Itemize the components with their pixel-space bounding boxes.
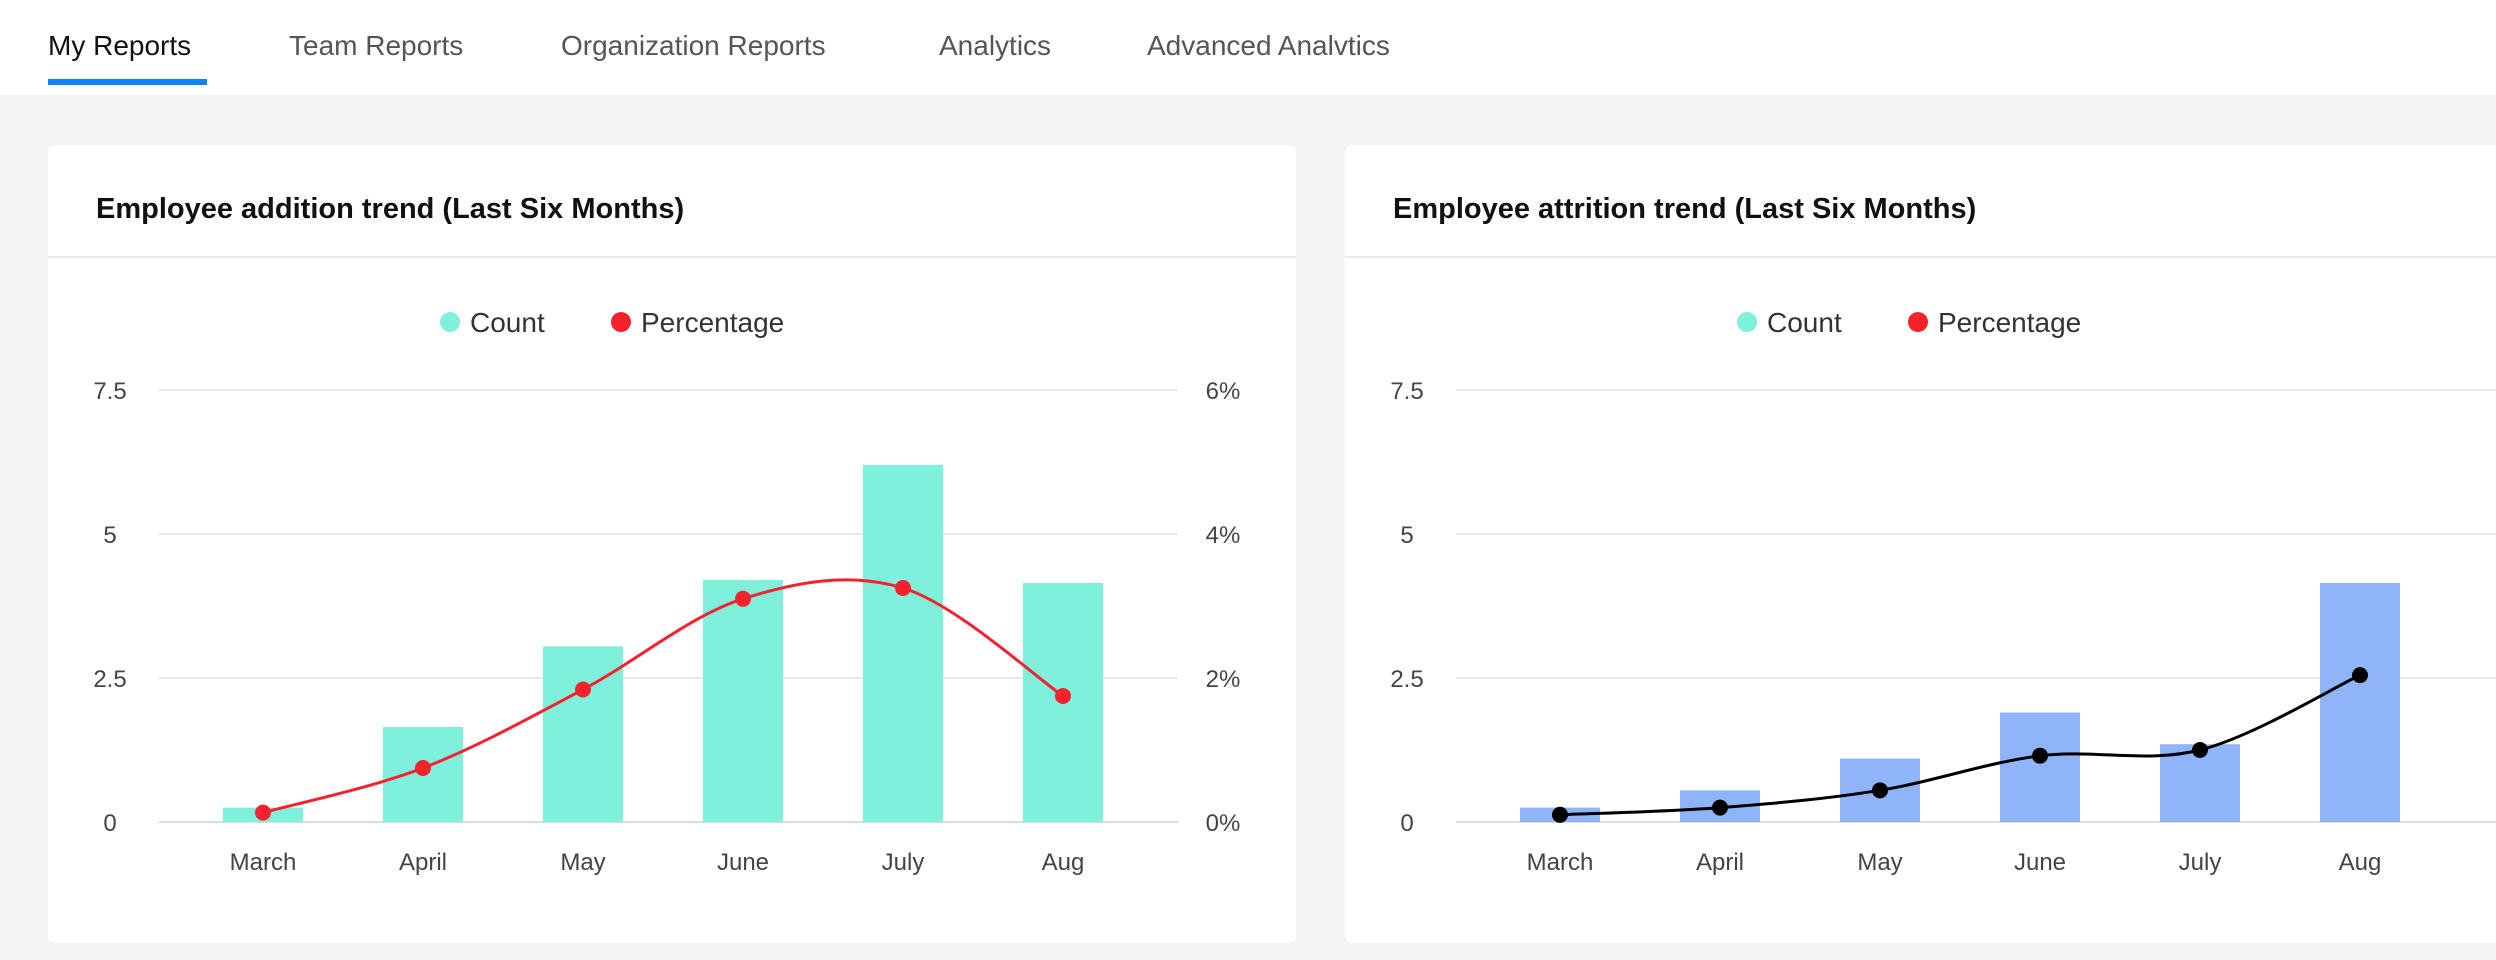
employee-attrition-card: Employee attrition trend (Last Six Month… xyxy=(1345,145,2496,943)
percentage-point-may[interactable] xyxy=(575,681,591,698)
bar-july[interactable] xyxy=(863,464,943,822)
y-tick-label: 2.5 xyxy=(93,666,126,693)
card-title: Employee attrition trend (Last Six Month… xyxy=(1393,193,1977,225)
y2-tick-label: 0% xyxy=(1206,810,1241,837)
legend-count-label[interactable]: Count xyxy=(470,307,545,338)
y-tick-label: 0 xyxy=(103,810,116,837)
tab-analytics[interactable]: Analytics xyxy=(939,30,1052,61)
legend-percentage-label[interactable]: Percentage xyxy=(641,307,784,338)
card-title: Employee addition trend (Last Six Months… xyxy=(96,193,685,225)
x-tick-label: March xyxy=(230,849,297,876)
y-tick-label: 0 xyxy=(1400,810,1413,837)
bar-aug[interactable] xyxy=(2320,582,2400,822)
percentage-point-aug[interactable] xyxy=(2352,667,2368,684)
divider xyxy=(1345,256,2496,258)
tab-team-reports[interactable]: Team Reports xyxy=(289,30,464,61)
y2-tick-label: 6% xyxy=(1206,378,1241,405)
percentage-point-june[interactable] xyxy=(735,590,751,607)
bar-june[interactable] xyxy=(703,580,783,822)
y-tick-label: 2.5 xyxy=(1390,666,1423,693)
percentage-point-march[interactable] xyxy=(255,804,271,821)
y-tick-label: 7.5 xyxy=(93,378,126,405)
y2-tick-label: 2% xyxy=(1206,666,1241,693)
legend-percentage-marker[interactable] xyxy=(611,312,631,332)
legend-percentage-label[interactable]: Percentage xyxy=(1938,307,2081,338)
x-tick-label: April xyxy=(399,849,447,876)
y-tick-label: 5 xyxy=(103,522,116,549)
addition-chart: 0 2.5 5 7.5 0% 2% 4% 6% Count Percentage March Apri… xyxy=(93,307,1241,876)
x-tick-label: Aug xyxy=(1042,849,1085,876)
x-tick-label: March xyxy=(1527,849,1594,876)
percentage-point-march[interactable] xyxy=(1552,806,1568,823)
percentage-point-april[interactable] xyxy=(1712,799,1728,816)
percentage-point-july[interactable] xyxy=(895,580,911,596)
y2-tick-label: 4% xyxy=(1206,522,1241,549)
legend-percentage-marker[interactable] xyxy=(1908,312,1928,332)
percentage-point-june[interactable] xyxy=(2032,747,2048,764)
x-tick-label: May xyxy=(560,849,605,876)
x-tick-label: July xyxy=(2179,849,2222,876)
y-tick-label: 7.5 xyxy=(1390,378,1423,405)
divider xyxy=(48,256,1296,258)
x-tick-label: April xyxy=(1696,849,1744,876)
tab-organization-reports[interactable]: Organization Reports xyxy=(561,30,826,61)
active-tab-indicator xyxy=(48,79,207,85)
x-tick-label: June xyxy=(2014,849,2066,876)
attrition-chart: 0 2.5 5 7.5 Count Percentage March April May June… xyxy=(1390,307,2496,876)
legend-count-marker[interactable] xyxy=(440,312,460,332)
y-tick-label: 5 xyxy=(1400,522,1413,549)
percentage-point-may[interactable] xyxy=(1872,782,1888,799)
bar-june[interactable] xyxy=(2000,712,2080,822)
x-tick-label: Aug xyxy=(2339,849,2382,876)
tab-advanced-analytics[interactable]: Advanced Analvtics xyxy=(1147,30,1390,61)
legend-count-marker[interactable] xyxy=(1737,312,1757,332)
employee-addition-card: Employee addition trend (Last Six Months… xyxy=(48,145,1296,943)
percentage-line xyxy=(262,578,1064,815)
x-tick-label: June xyxy=(717,849,769,876)
legend-count-label[interactable]: Count xyxy=(1767,307,1842,338)
percentage-line xyxy=(1559,673,2361,817)
tab-my-reports[interactable]: My Reports xyxy=(48,30,192,61)
x-tick-label: May xyxy=(1857,849,1902,876)
percentage-point-july[interactable] xyxy=(2192,742,2208,758)
x-tick-label: July xyxy=(882,849,925,876)
percentage-point-april[interactable] xyxy=(415,760,431,776)
report-tabs: My Reports Team Reports Organization Rep… xyxy=(0,0,2496,95)
percentage-point-aug[interactable] xyxy=(1055,688,1071,704)
